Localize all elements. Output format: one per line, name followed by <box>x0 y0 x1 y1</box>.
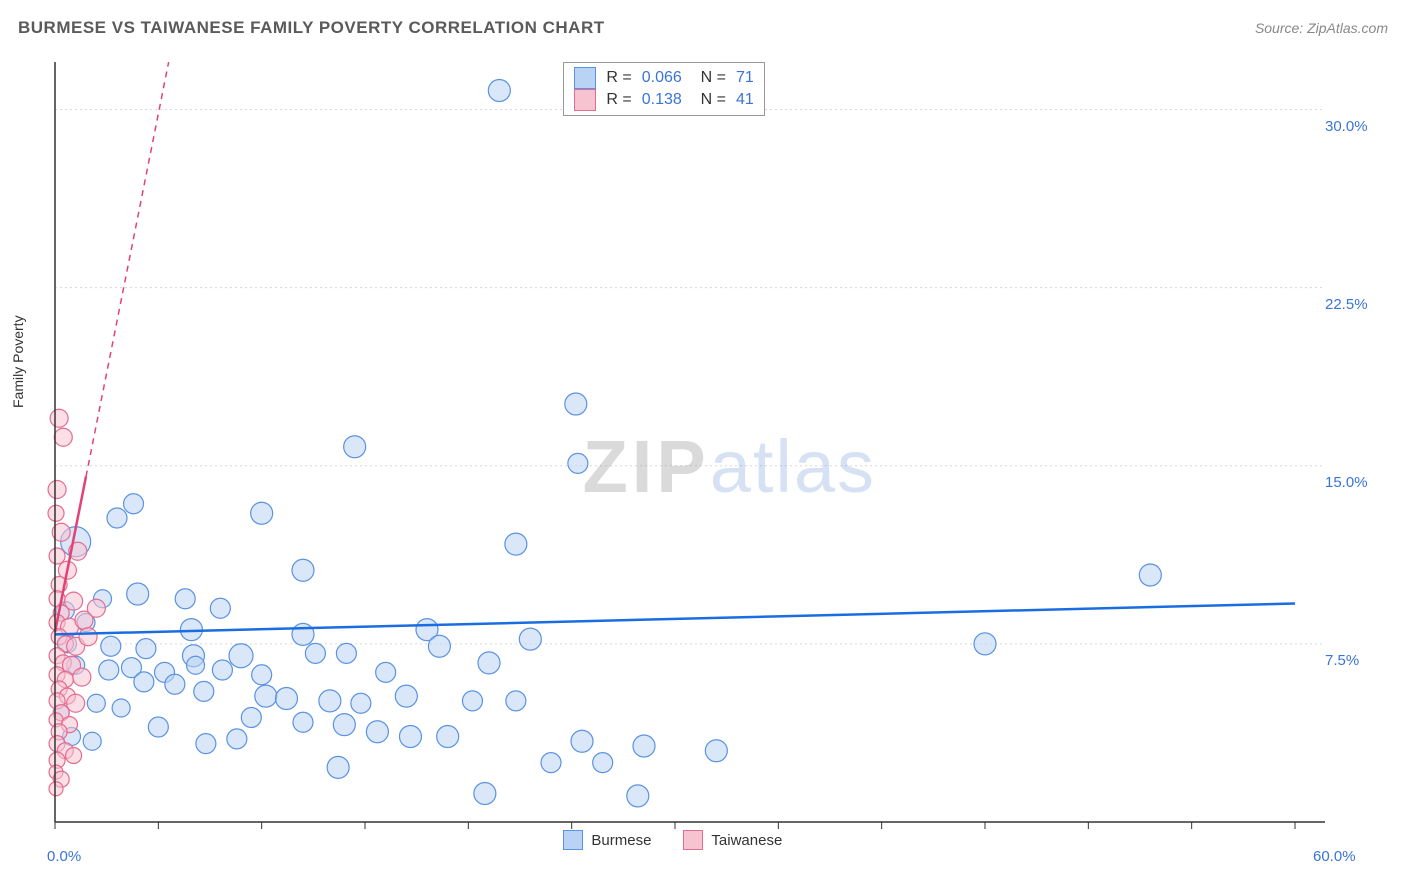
x-axis-start-label: 0.0% <box>47 848 81 865</box>
scatter-plot-svg <box>45 62 1325 832</box>
correlation-legend: R = 0.066 N = 71 R = 0.138 N = 41 <box>563 62 764 116</box>
chart-header: BURMESE VS TAIWANESE FAMILY POVERTY CORR… <box>18 18 1388 38</box>
y-grid-label: 30.0% <box>1325 118 1368 135</box>
legend-r-value: 0.138 <box>642 89 682 111</box>
series-legend: Burmese Taiwanese <box>563 830 782 850</box>
y-grid-label: 7.5% <box>1325 652 1359 669</box>
chart-title: BURMESE VS TAIWANESE FAMILY POVERTY CORR… <box>18 18 605 38</box>
legend-swatch <box>574 67 596 89</box>
legend-swatch <box>683 830 703 850</box>
legend-n-value: 41 <box>736 89 754 111</box>
series-legend-item: Burmese <box>563 830 651 850</box>
legend-r-label: R = <box>606 67 631 89</box>
correlation-legend-row: R = 0.066 N = 71 <box>574 67 753 89</box>
x-axis-end-label: 60.0% <box>1313 848 1356 865</box>
series-name: Taiwanese <box>711 832 782 849</box>
legend-n-label: N = <box>692 89 726 111</box>
plot-area: ZIPatlas R = 0.066 N = 71 R = 0.138 N = … <box>45 62 1325 832</box>
y-grid-label: 15.0% <box>1325 474 1368 491</box>
correlation-legend-row: R = 0.138 N = 41 <box>574 89 753 111</box>
y-grid-label: 22.5% <box>1325 296 1368 313</box>
legend-r-label: R = <box>606 89 631 111</box>
legend-swatch <box>563 830 583 850</box>
source-label: Source: ZipAtlas.com <box>1255 20 1388 36</box>
y-axis-label: Family Poverty <box>10 315 26 408</box>
legend-n-label: N = <box>692 67 726 89</box>
legend-swatch <box>574 89 596 111</box>
legend-n-value: 71 <box>736 67 754 89</box>
series-legend-item: Taiwanese <box>683 830 782 850</box>
legend-r-value: 0.066 <box>642 67 682 89</box>
series-name: Burmese <box>591 832 651 849</box>
